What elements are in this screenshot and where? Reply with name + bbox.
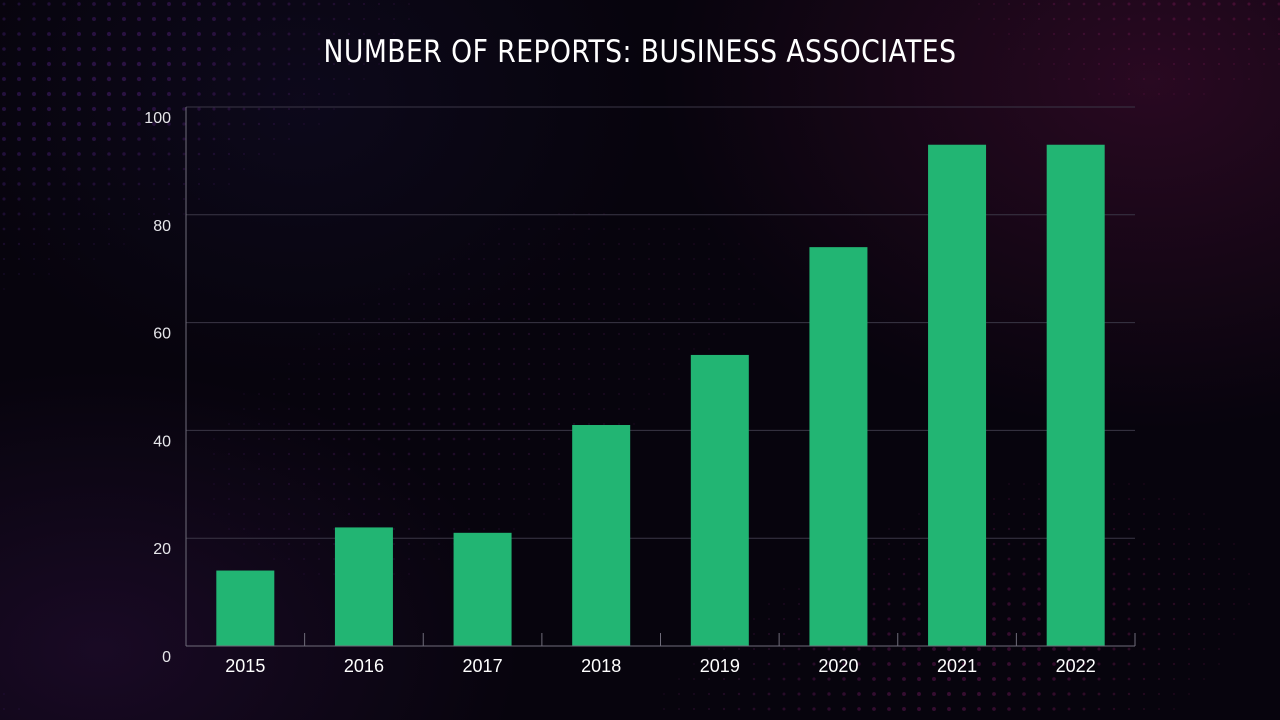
y-tick-label: 0 [162, 649, 171, 666]
x-tick-label: 2021 [937, 656, 977, 676]
x-tick-label: 2015 [225, 656, 265, 676]
y-tick-label: 100 [144, 110, 171, 127]
tick-labels: 0 20 40 60 80 100 2015 2016 2017 2018 2019 2020 2021… [144, 110, 1095, 676]
x-tick-label: 2020 [818, 656, 858, 676]
bar-2019 [690, 354, 749, 646]
bar-2018 [572, 425, 631, 646]
x-tick-label: 2022 [1056, 656, 1096, 676]
bar-2017 [453, 532, 512, 646]
axes [185, 107, 1136, 647]
bars [216, 144, 1105, 647]
bar-2021 [928, 144, 987, 647]
bar-2016 [334, 527, 393, 646]
y-tick-label: 20 [153, 541, 171, 558]
bar-2015 [216, 570, 275, 646]
x-tick-label: 2018 [581, 656, 621, 676]
x-tick-label: 2016 [344, 656, 384, 676]
x-tick-label: 2017 [463, 656, 503, 676]
y-tick-label: 80 [153, 218, 171, 235]
bar-2022 [1046, 144, 1105, 647]
chart-title: NUMBER OF REPORTS: BUSINESS ASSOCIATES [323, 34, 957, 70]
y-tick-label: 60 [153, 326, 171, 343]
x-tick-label: 2019 [700, 656, 740, 676]
bar-2020 [809, 247, 868, 646]
gridlines [186, 106, 1135, 539]
y-tick-label: 40 [153, 433, 171, 450]
